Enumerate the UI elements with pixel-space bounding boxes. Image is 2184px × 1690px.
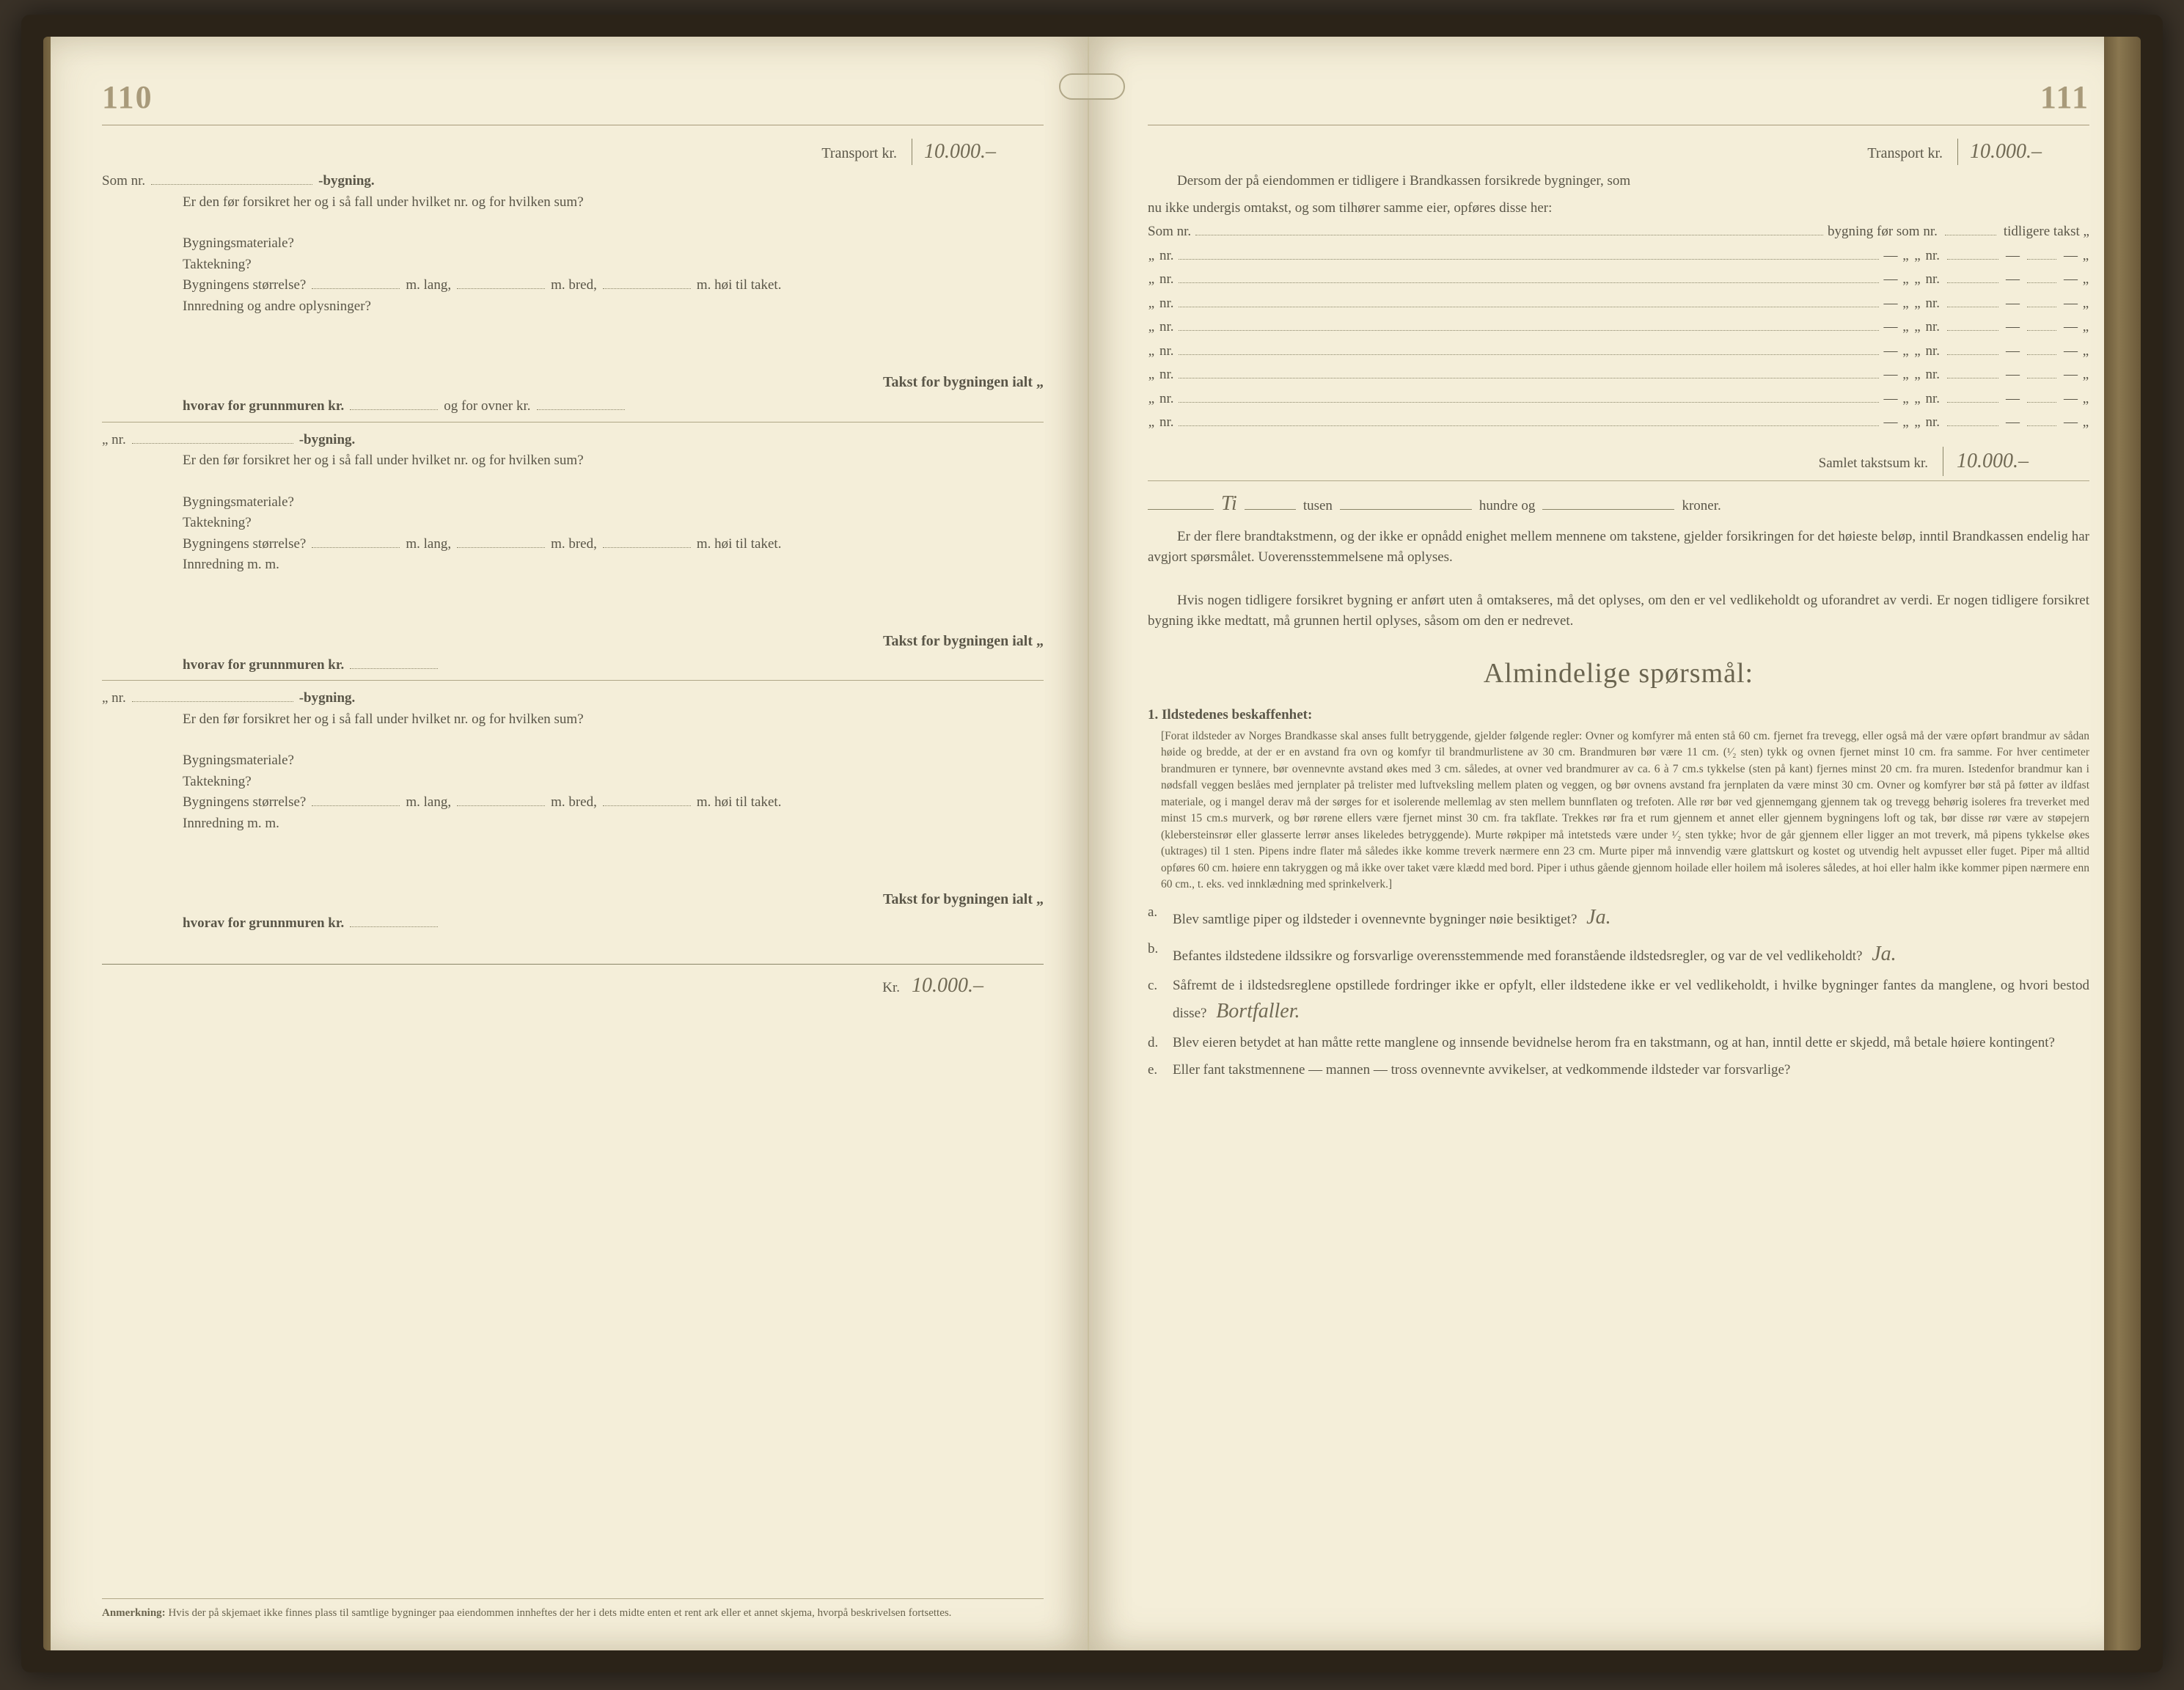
qa-text: Såfremt de i ildstedsreglene opstillede … <box>1173 976 2089 1028</box>
qa-letter: a. <box>1148 902 1164 933</box>
page-number-right: 111 <box>1148 73 2089 122</box>
col-som-nr: Som nr. <box>1148 222 1191 243</box>
col-takst: tidligere takst „ <box>2004 222 2089 243</box>
qa-answer: Ja. <box>1586 906 1610 929</box>
qa-letter: b. <box>1148 939 1164 970</box>
som-nr: Som nr. <box>102 171 145 192</box>
ledger-book: 110 Transport kr. 10.000.– Som nr. -bygn… <box>21 15 2163 1672</box>
table-row: „ nr. — „ „ nr. — — „ <box>1148 389 2089 410</box>
hvorav-label: hvorav for grunnmuren kr. <box>183 913 344 934</box>
samlet-row: Samlet takstsum kr. 10.000.– <box>1148 447 2089 476</box>
qa-answer: Bortfaller. <box>1216 1000 1300 1023</box>
table-row: „ nr. — „ „ nr. — — „ <box>1148 246 2089 267</box>
qa-item: c. Såfremt de i ildstedsreglene opstille… <box>1148 976 2089 1028</box>
som-nr: „ nr. <box>102 688 126 709</box>
transport-row-right: Transport kr. 10.000.– <box>1148 139 2089 165</box>
q-taktekning: Taktekning? <box>183 255 1044 276</box>
hundre-label: hundre og <box>1479 496 1536 517</box>
q-innredning: Innredning og andre oplysninger? <box>183 296 1044 318</box>
qa-text: Blev samtlige piper og ildsteder i ovenn… <box>1173 902 2089 933</box>
rule <box>1148 480 2089 481</box>
hvorav-label: hvorav for grunnmuren kr. <box>183 396 344 417</box>
table-row: „ nr. — „ „ nr. — — „ <box>1148 317 2089 338</box>
table-row: „ nr. — „ „ nr. — — „ <box>1148 341 2089 362</box>
table-row: „ nr. — „ „ nr. — — „ <box>1148 293 2089 315</box>
building-block: „ nr. -bygning. Er den før forsikret her… <box>102 430 1044 681</box>
bygning-label: -bygning. <box>299 688 356 709</box>
qa-letter: c. <box>1148 976 1164 1028</box>
bygning-label: -bygning. <box>318 171 375 192</box>
transport-row: Transport kr. 10.000.– <box>102 139 1044 165</box>
footnote-label: Anmerkning: <box>102 1607 166 1619</box>
table-row: „ nr. — „ „ nr. — — „ <box>1148 412 2089 434</box>
table-row: „ nr. — „ „ nr. — — „ <box>1148 269 2089 290</box>
transport-value: 10.000.– <box>924 136 996 167</box>
samlet-label: Samlet takstsum kr. <box>1819 453 1928 475</box>
qa-text: Blev eieren betydet at han måtte rette m… <box>1173 1033 2089 1054</box>
q-innredning: Innredning m. m. <box>183 555 1044 576</box>
takst-label: Takst for bygningen ialt „ <box>883 888 1044 910</box>
col-bygning: bygning før som nr. <box>1828 222 1938 243</box>
som-nr: „ nr. <box>102 430 126 451</box>
q-size: Bygningens størrelse? <box>183 275 306 296</box>
q-material: Bygningsmateriale? <box>183 233 1044 255</box>
page-number-left: 110 <box>102 73 1044 122</box>
qa-item: e. Eller fant takstmennene — mannen — tr… <box>1148 1060 2089 1081</box>
question-1: 1. Ildstedenes beskaffenhet: <box>1148 705 2089 726</box>
building-block: Som nr. -bygning. Er den før forsikret h… <box>102 171 1044 422</box>
page-left: 110 Transport kr. 10.000.– Som nr. -bygn… <box>51 37 1088 1650</box>
samlet-value: 10.000.– <box>1957 446 2029 477</box>
q1-num: 1. <box>1148 707 1158 723</box>
para-tidligere: Hvis nogen tidligere forsikret bygning e… <box>1148 590 2089 632</box>
kr-value: 10.000.– <box>912 970 1044 1001</box>
building-block: „ nr. -bygning. Er den før forsikret her… <box>102 688 1044 934</box>
sum-words-row: Ti tusen hundre og kroner. <box>1148 489 2089 519</box>
table-row: „ nr. — „ „ nr. — — „ <box>1148 365 2089 386</box>
hvorav-label: hvorav for grunnmuren kr. <box>183 655 344 676</box>
qa-item: b. Befantes ildstedene ildssikre og fors… <box>1148 939 2089 970</box>
qa-text: Befantes ildstedene ildssikre og forsvar… <box>1173 939 2089 970</box>
kr-total-row: Kr. 10.000.– <box>102 964 1044 1001</box>
qa-answer: Ja. <box>1872 943 1896 965</box>
para-takstmenn: Er der flere brandtakstmenn, og der ikke… <box>1148 527 2089 568</box>
takst-label: Takst for bygningen ialt „ <box>883 630 1044 652</box>
qa-item: a. Blev samtlige piper og ildsteder i ov… <box>1148 902 2089 933</box>
q-size: Bygningens størrelse? <box>183 534 306 555</box>
q-material: Bygningsmateriale? <box>183 750 1044 772</box>
tusen-label: tusen <box>1303 496 1333 517</box>
transport-label: Transport kr. <box>821 142 897 164</box>
transport-value: 10.000.– <box>1970 136 2042 167</box>
tusen-hand: Ti <box>1221 489 1237 519</box>
takst-label: Takst for bygningen ialt „ <box>883 371 1044 393</box>
kr-label: Kr. <box>882 978 900 999</box>
table-header: Som nr. bygning før som nr. tidligere ta… <box>1148 222 2089 243</box>
spine-clip <box>1059 73 1125 100</box>
q-size: Bygningens størrelse? <box>183 792 306 813</box>
qa-letter: e. <box>1148 1060 1164 1081</box>
q1-label: Ildstedenes beskaffenhet: <box>1162 707 1312 723</box>
intro-line-1: Dersom der på eiendommen er tidligere i … <box>1148 171 2089 192</box>
qa-item: d. Blev eieren betydet at han måtte rett… <box>1148 1033 2089 1054</box>
prior-buildings-table: Som nr. bygning før som nr. tidligere ta… <box>1148 222 2089 434</box>
footnote-text: Hvis der på skjemaet ikke finnes plass t… <box>168 1607 951 1619</box>
qa-text: Eller fant takstmennene — mannen — tross… <box>1173 1060 2089 1081</box>
page-right: 111 Transport kr. 10.000.– Dersom der på… <box>1088 37 2133 1650</box>
q-insured: Er den før forsikret her og i så fall un… <box>183 709 1044 731</box>
q-insured: Er den før forsikret her og i så fall un… <box>183 450 1044 472</box>
heading-almindelige: Almindelige spørsmål: <box>1148 653 2089 695</box>
transport-label: Transport kr. <box>1867 142 1943 164</box>
kroner-label: kroner. <box>1682 496 1721 517</box>
q-innredning: Innredning m. m. <box>183 813 1044 835</box>
intro-line-2: nu ikke undergis omtakst, og som tilhøre… <box>1148 198 2089 219</box>
q-taktekning: Taktekning? <box>183 772 1044 793</box>
q-taktekning: Taktekning? <box>183 513 1044 534</box>
fineprint-rules: [Forat ildsteder av Norges Brandkasse sk… <box>1161 728 2089 893</box>
bygning-label: -bygning. <box>299 430 356 451</box>
footnote: Anmerkning: Hvis der på skjemaet ikke fi… <box>102 1598 1044 1622</box>
qa-letter: d. <box>1148 1033 1164 1054</box>
q-insured: Er den før forsikret her og i så fall un… <box>183 192 1044 213</box>
q-material: Bygningsmateriale? <box>183 492 1044 513</box>
